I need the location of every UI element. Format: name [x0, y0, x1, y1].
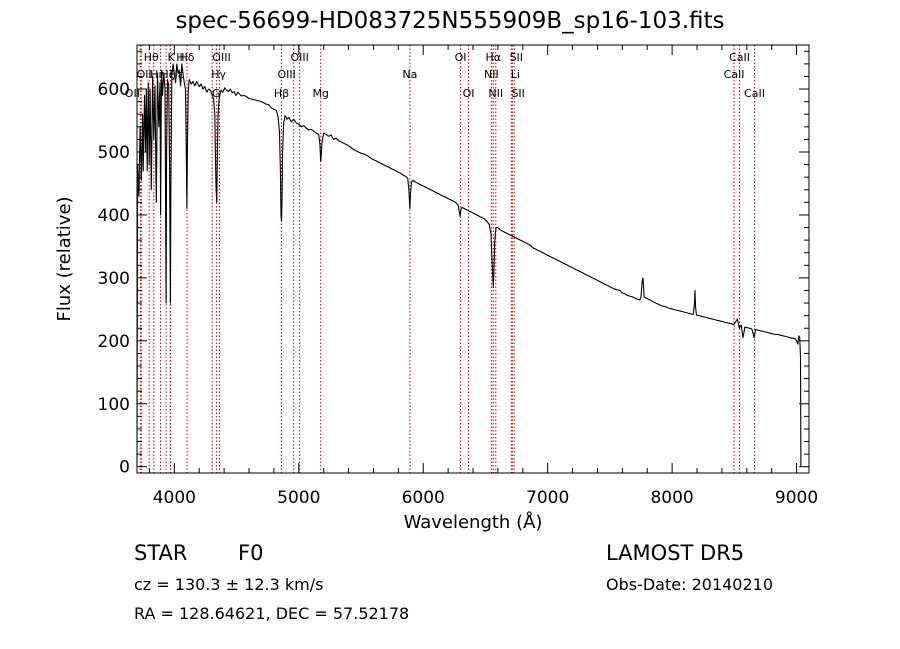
- y-axis-label: Flux (relative): [54, 196, 75, 321]
- line-label-25: CaII: [724, 68, 745, 81]
- line-label-1: OII: [137, 68, 152, 81]
- spectral-line-markers: [139, 45, 755, 473]
- spectrum-line: [136, 63, 802, 467]
- x-tick-label-0: 4000: [153, 488, 196, 508]
- line-label-9: G: [212, 87, 221, 100]
- y-tick-label-6: 600: [98, 80, 130, 100]
- x-tick-label-3: 7000: [526, 488, 569, 508]
- y-axis-ticks: 0 100 200 300 400 500 600: [98, 50, 809, 478]
- line-label-14: OIII: [290, 51, 308, 64]
- line-label-2: Hθ: [144, 51, 159, 64]
- line-label-15: Mg: [312, 87, 328, 100]
- x-axis-ticks: 4000 5000 6000 7000 8000 9000: [148, 45, 818, 508]
- line-label-26: CaII: [729, 51, 750, 64]
- line-label-5: K: [168, 51, 176, 64]
- y-tick-label-1: 100: [98, 395, 130, 415]
- line-label-16: Na: [402, 68, 417, 81]
- line-label-8: Hδ: [180, 51, 195, 64]
- line-label-21: NII: [488, 87, 503, 100]
- line-label-20: Hα: [486, 51, 502, 64]
- object-subclass: F0: [238, 541, 264, 565]
- y-tick-label-3: 300: [98, 269, 130, 289]
- line-label-11: OIII: [212, 51, 230, 64]
- x-axis-label: Wavelength (Å): [404, 511, 543, 533]
- line-label-27: CaII: [744, 87, 765, 100]
- x-tick-label-4: 8000: [650, 488, 693, 508]
- y-tick-label-0: 0: [119, 458, 130, 478]
- y-tick-label-5: 500: [98, 143, 130, 163]
- y-tick-label-4: 400: [98, 206, 130, 226]
- line-label-23: SII: [510, 51, 523, 64]
- line-label-18: OI: [463, 87, 475, 100]
- x-tick-label-1: 5000: [277, 488, 320, 508]
- line-label-0: OII: [125, 87, 140, 100]
- x-tick-label-5: 9000: [775, 488, 818, 508]
- sky-coordinates: RA = 128.64621, DEC = 57.52178: [134, 604, 410, 623]
- line-label-13: OIII: [277, 68, 295, 81]
- line-label-10: Hγ: [211, 68, 226, 81]
- chart-title: spec-56699-HD083725N555909B_sp16-103.fit…: [175, 8, 725, 34]
- object-class: STAR: [134, 541, 188, 565]
- x-tick-label-2: 6000: [402, 488, 445, 508]
- plot-frame: [136, 44, 810, 474]
- y-tick-label-2: 200: [98, 332, 130, 352]
- survey-name: LAMOST DR5: [606, 541, 745, 565]
- line-label-12: Hβ: [274, 87, 289, 100]
- line-label-24: SII: [511, 87, 524, 100]
- line-label-6: H: [176, 51, 184, 64]
- line-label-22: Li: [511, 68, 520, 81]
- observation-date: Obs-Date: 20140210: [606, 575, 774, 594]
- line-label-17: OI: [455, 51, 467, 64]
- redshift-velocity: cz = 130.3 ± 12.3 km/s: [134, 575, 324, 594]
- line-label-19: NII: [484, 68, 499, 81]
